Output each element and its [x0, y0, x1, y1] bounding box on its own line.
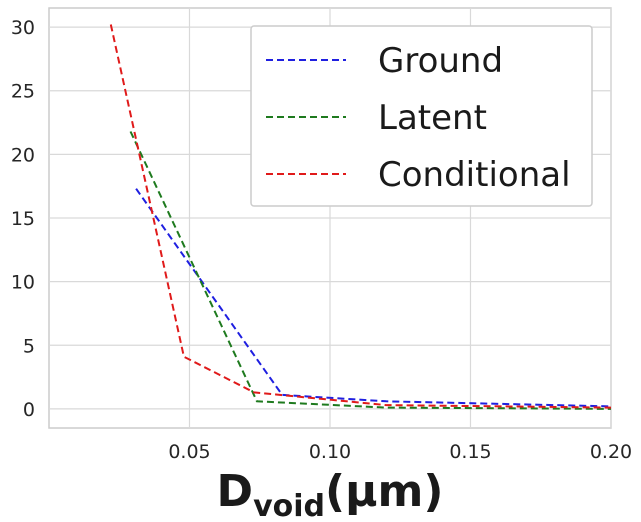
y-tick-label: 10	[11, 272, 35, 294]
y-tick-label: 5	[23, 335, 35, 357]
x-tick-label: 0.20	[590, 441, 632, 463]
x-axis-label-unit: (μm)	[325, 466, 443, 517]
x-tick-label: 0.05	[168, 441, 210, 463]
y-tick-label: 20	[11, 144, 35, 166]
y-tick-labels: 0 5 10 15 20 25 30	[11, 17, 35, 421]
x-axis-label-subscript: void	[253, 489, 325, 522]
y-tick-label: 30	[11, 17, 35, 39]
y-tick-label: 15	[11, 208, 35, 230]
legend-label-latent: Latent	[378, 98, 487, 138]
x-tick-labels: 0.05 0.10 0.15 0.20	[168, 441, 632, 463]
legend-label-ground: Ground	[378, 41, 503, 81]
legend: Ground Latent Conditional	[250, 25, 593, 207]
series-line-conditional	[109, 24, 612, 409]
legend-box	[250, 25, 593, 207]
x-tick-label: 0.10	[309, 441, 351, 463]
series-line-ground	[135, 188, 612, 408]
legend-label-conditional: Conditional	[378, 155, 571, 195]
x-axis-label: Dvoid(μm)	[217, 466, 444, 522]
x-axis-label-main: D	[217, 466, 254, 517]
x-tick-label: 0.15	[449, 441, 491, 463]
series-lines	[109, 24, 612, 410]
series-line-latent	[129, 131, 612, 410]
y-tick-label: 0	[23, 399, 35, 421]
y-tick-label: 25	[11, 81, 35, 103]
